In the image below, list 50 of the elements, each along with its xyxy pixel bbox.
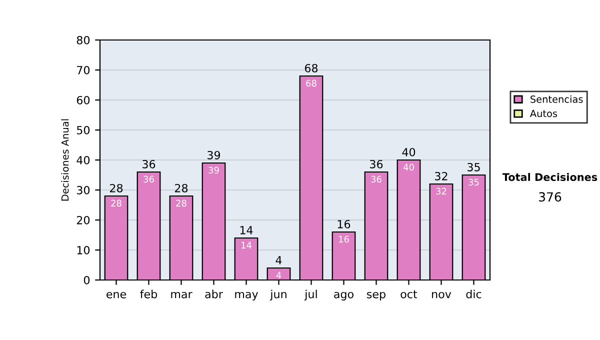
y-tick-label: 70 (77, 66, 90, 74)
y-tick-label: 50 (76, 126, 90, 134)
x-tick-label: oct (400, 290, 418, 298)
x-tick-label: jun (270, 290, 286, 300)
total-label: 14 (240, 226, 253, 234)
x-tick-label: feb (140, 290, 158, 298)
text: Total Decisiones (502, 172, 598, 182)
data-label: 14 (242, 242, 252, 248)
total-label: 68 (304, 64, 318, 72)
legend-label: Autos (530, 110, 558, 118)
data-label: 35 (468, 178, 479, 186)
data-label: 68 (306, 80, 316, 87)
data-label: 28 (111, 200, 122, 207)
total-label: 4 (276, 256, 282, 264)
y-tick-label: 10 (77, 246, 90, 254)
data-label: 40 (403, 164, 414, 171)
x-tick-label: sep (367, 292, 386, 300)
total-label: 32 (435, 172, 448, 180)
data-label: 36 (371, 176, 382, 183)
data-label: 4 (276, 272, 282, 278)
x-tick-label: nov (432, 292, 452, 298)
total-label: 28 (110, 184, 123, 192)
total-label: 36 (370, 160, 383, 168)
y-axis-title: Decisiones Anual (61, 119, 69, 201)
data-label: 28 (176, 200, 186, 207)
x-tick-label: may (235, 292, 258, 300)
total-label: 35 (468, 162, 480, 172)
total-label: 36 (142, 160, 156, 168)
legend-label: Sentencias (530, 95, 583, 103)
total-label: 16 (338, 220, 350, 228)
y-tick-label: 30 (76, 186, 90, 194)
x-tick-label: abr (205, 290, 223, 298)
y-tick-label: 20 (76, 216, 90, 224)
y-tick-label: 40 (76, 156, 90, 164)
x-tick-label: dic (466, 290, 482, 298)
x-tick-label: jul (304, 290, 317, 300)
total-label: 40 (402, 148, 416, 156)
data-label: 16 (339, 236, 349, 243)
x-tick-label: mar (171, 292, 192, 298)
y-tick-label: 60 (76, 96, 90, 104)
total-label: 28 (174, 184, 188, 192)
text: 376 (539, 192, 562, 202)
total-label: 39 (208, 150, 220, 160)
data-label: 32 (436, 188, 446, 195)
x-tick-label: ago (334, 292, 354, 300)
x-tick-label: ene (106, 292, 126, 298)
y-tick-label: 80 (76, 36, 90, 44)
data-label: 36 (144, 176, 154, 183)
y-tick-label: 0 (84, 276, 90, 284)
data-label: 39 (208, 166, 219, 174)
